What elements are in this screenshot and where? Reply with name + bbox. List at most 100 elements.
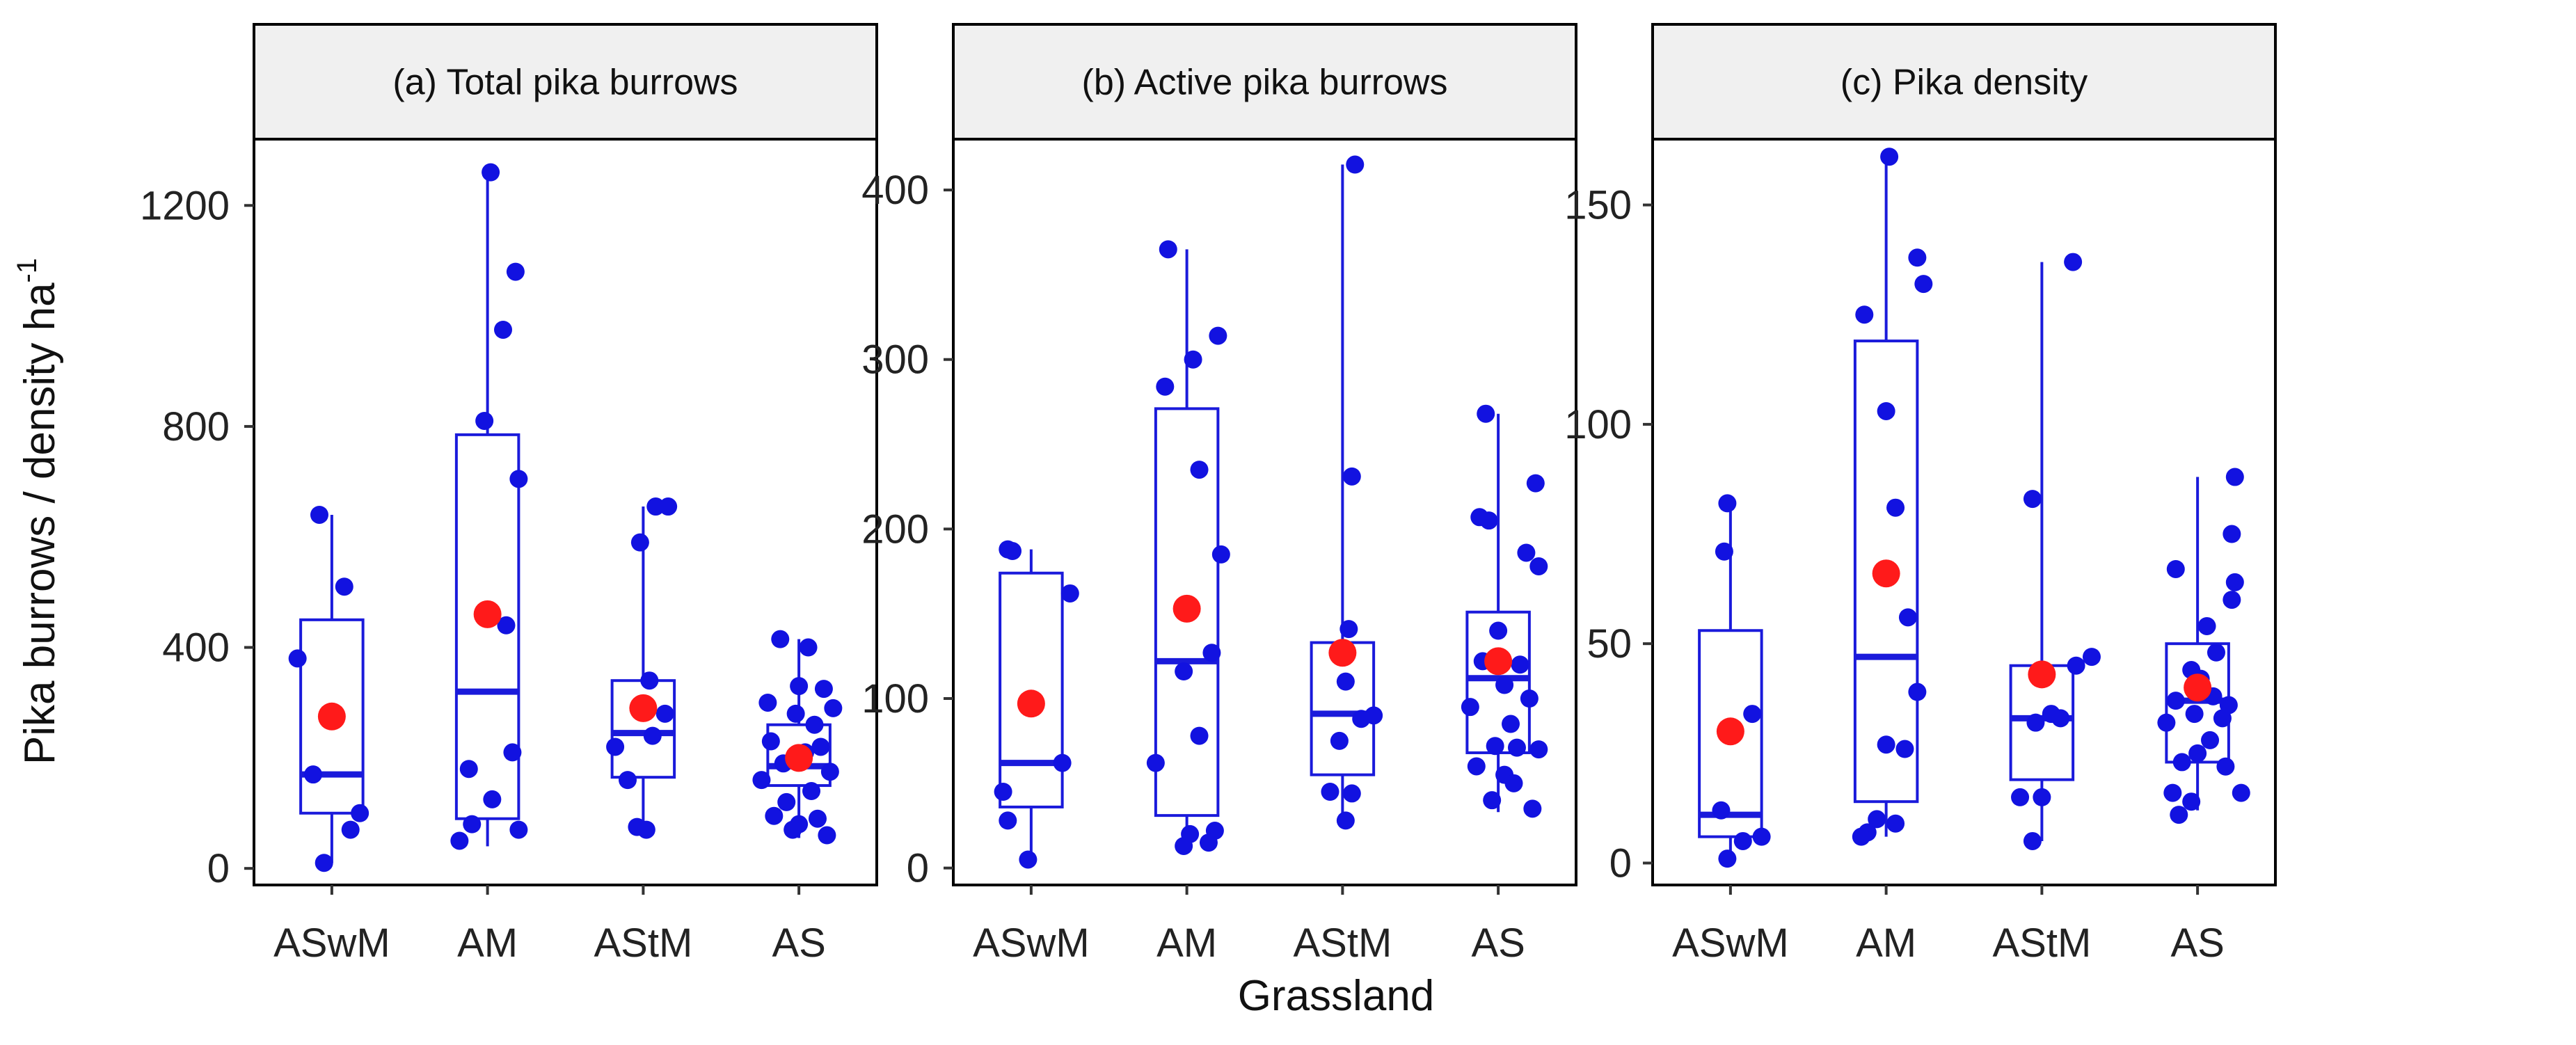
data-point	[1467, 757, 1486, 776]
y-tick-label: 800	[162, 404, 230, 449]
data-point	[646, 497, 665, 516]
data-point	[1053, 753, 1072, 772]
box-group-ASwM	[1698, 494, 1771, 868]
data-point	[1202, 644, 1221, 662]
data-point	[1886, 814, 1905, 833]
data-point	[1146, 753, 1165, 772]
data-point	[630, 533, 649, 552]
data-point	[2207, 643, 2225, 662]
data-point	[1855, 305, 1874, 324]
y-tick-label: 0	[207, 846, 230, 891]
data-point	[1346, 155, 1365, 174]
data-point	[655, 704, 674, 723]
panel-title: (b) Active pika burrows	[1082, 63, 1448, 103]
data-point	[1336, 672, 1355, 691]
panel-3: (c) Pika density 0 50 100 150 ASwM AM AStM AS	[1564, 23, 2277, 966]
x-tick-label: ASwM	[1672, 920, 1789, 966]
data-point	[1877, 735, 1895, 754]
data-point	[784, 820, 802, 839]
x-tick-label: AStM	[1992, 920, 2091, 966]
data-point	[1342, 467, 1361, 486]
data-point	[509, 470, 528, 488]
data-point	[2225, 468, 2244, 486]
box-group-AStM	[606, 497, 678, 839]
data-point	[811, 737, 830, 756]
box-group-AStM	[2009, 253, 2101, 850]
data-point	[2201, 731, 2220, 749]
data-point	[2082, 648, 2101, 667]
data-point	[1461, 698, 1479, 717]
data-point	[999, 811, 1017, 830]
data-point	[1868, 810, 1886, 829]
panel-strip	[952, 23, 1577, 141]
data-point	[2064, 253, 2083, 271]
data-point	[459, 760, 478, 779]
mean-point	[2184, 673, 2212, 702]
data-point	[494, 320, 512, 339]
box-iqr	[1853, 340, 1919, 804]
data-point	[2163, 783, 2182, 802]
mean-point	[1484, 647, 1513, 676]
data-point	[820, 763, 839, 781]
data-point	[2166, 559, 2185, 578]
data-point	[1898, 608, 1917, 627]
data-point	[1184, 350, 1202, 369]
data-point	[1718, 494, 1737, 513]
data-point	[1852, 827, 1870, 846]
data-point	[1190, 461, 1209, 479]
data-point	[1908, 683, 1927, 701]
x-tick-label: AM	[1856, 920, 1916, 966]
data-point	[1209, 326, 1227, 345]
data-point	[503, 743, 522, 762]
data-point	[1211, 545, 1230, 564]
data-point	[506, 262, 525, 281]
data-point	[1159, 240, 1177, 259]
panel-title: (a) Total pika burrows	[392, 63, 738, 103]
data-point	[758, 693, 777, 712]
data-point	[2026, 713, 2045, 732]
x-tick-label: AM	[1156, 920, 1217, 966]
box-group-ASwM	[288, 505, 369, 872]
box-iqr	[454, 433, 520, 820]
data-point	[802, 782, 821, 801]
mean-point	[1328, 639, 1357, 667]
data-point	[2170, 806, 2188, 824]
data-point	[1156, 377, 1175, 396]
data-point	[1507, 738, 1526, 757]
data-point	[1199, 833, 1218, 852]
mean-point	[629, 694, 658, 722]
data-point	[2232, 783, 2250, 802]
panel-frame	[1651, 138, 2277, 886]
data-point	[1175, 662, 1193, 681]
data-point	[1330, 731, 1349, 750]
data-point	[341, 820, 360, 839]
y-axis-title-text: Pika burrows / density ha	[16, 282, 64, 765]
data-point	[2182, 792, 2201, 811]
data-point	[1495, 676, 1514, 694]
data-point	[786, 704, 805, 723]
data-point	[824, 699, 843, 717]
x-tick-label: AS	[1471, 920, 1525, 966]
panels-layer: (a) Total pika burrows 0 400 800 1200 ASwM AM A…	[140, 23, 2277, 966]
data-point	[1477, 404, 1495, 423]
box-group-AS	[2157, 468, 2250, 824]
data-point	[2188, 744, 2207, 763]
y-tick-label: 50	[1587, 621, 1632, 667]
data-point	[761, 732, 780, 751]
data-point	[2223, 525, 2241, 543]
data-point	[1880, 147, 1899, 166]
y-tick-label: 100	[861, 676, 929, 721]
data-point	[1321, 783, 1339, 801]
data-point	[2067, 656, 2085, 675]
data-point	[2216, 757, 2235, 776]
box-group-ASwM	[994, 540, 1079, 869]
mean-point	[1172, 594, 1201, 623]
data-point	[310, 505, 328, 524]
data-point	[1479, 511, 1498, 530]
data-point	[805, 715, 824, 734]
data-point	[2225, 573, 2244, 591]
box-group-AStM	[1310, 155, 1383, 830]
data-point	[1908, 248, 1927, 267]
data-point	[483, 790, 502, 808]
